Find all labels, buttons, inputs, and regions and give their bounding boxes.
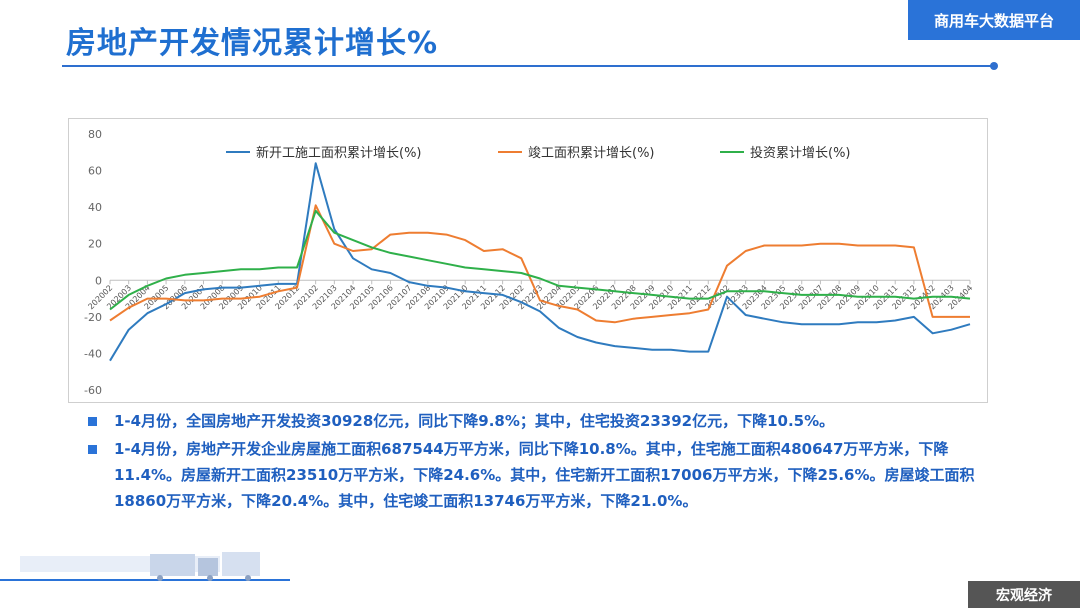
footer-section-tag: 宏观经济 <box>968 581 1080 608</box>
legend-label: 竣工面积累计增长(%) <box>528 146 655 161</box>
y-tick-label: -20 <box>84 311 102 324</box>
bullet-square-icon <box>88 445 97 454</box>
y-tick-label: 40 <box>88 201 102 214</box>
y-tick-label: 0 <box>95 274 102 287</box>
y-tick-label: 60 <box>88 165 102 178</box>
title-underline-dot <box>990 62 998 70</box>
bullet-item: 1-4月份，房地产开发企业房屋施工面积687544万平方米，同比下降10.8%。… <box>88 436 988 514</box>
title-underline <box>62 65 994 67</box>
bullet-item: 1-4月份，全国房地产开发投资30928亿元，同比下降9.8%；其中，住宅投资2… <box>88 408 988 434</box>
y-tick-label: -60 <box>84 384 102 397</box>
y-tick-label: 80 <box>88 128 102 141</box>
line-chart: -60-40-200204060802020022020032020042020… <box>84 128 974 397</box>
y-tick-label: 20 <box>88 238 102 251</box>
series-line <box>109 209 971 311</box>
bullet-square-icon <box>88 417 97 426</box>
y-tick-label: -40 <box>84 347 102 360</box>
series-line <box>109 162 971 362</box>
truck-decoration-icon <box>0 552 290 581</box>
series-line <box>109 204 970 324</box>
bullet-list: 1-4月份，全国房地产开发投资30928亿元，同比下降9.8%；其中，住宅投资2… <box>88 408 988 516</box>
bullet-text: 1-4月份，全国房地产开发投资30928亿元，同比下降9.8%；其中，住宅投资2… <box>114 412 835 430</box>
legend-label: 投资累计增长(%) <box>750 145 851 161</box>
bullet-text: 1-4月份，房地产开发企业房屋施工面积687544万平方米，同比下降10.8%。… <box>114 440 975 510</box>
page-title: 房地产开发情况累计增长% <box>66 26 439 61</box>
brand-badge: 商用车大数据平台 <box>908 0 1080 40</box>
chart-frame <box>68 118 988 403</box>
legend-label: 新开工施工面积累计增长(%) <box>256 145 422 161</box>
